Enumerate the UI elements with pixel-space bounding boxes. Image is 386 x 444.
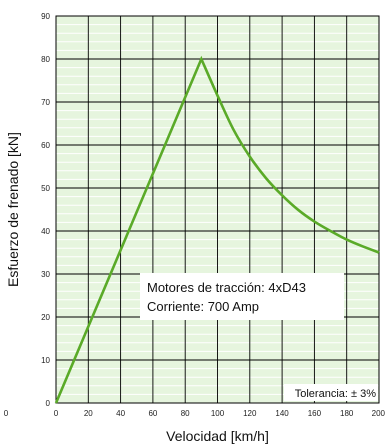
- braking-force-line: [54, 55, 380, 404]
- x-tick-label: 180: [340, 409, 354, 418]
- x-tick-labels: 0 20 40 60 80 100 120 140 160 180 200: [54, 409, 386, 418]
- tolerance-label: Tolerancia: ± 3%: [295, 388, 376, 400]
- x-tick-label: 80: [181, 409, 190, 418]
- plot-frame: [55, 15, 380, 404]
- x-tick-label: 20: [84, 409, 93, 418]
- y-tick-label: 30: [41, 270, 50, 279]
- motor-info-box: [140, 273, 344, 320]
- tolerance-box: [284, 384, 378, 401]
- y-tick-label: 70: [41, 98, 50, 107]
- x-tick-label: 200: [372, 409, 386, 418]
- y-tick-label: 20: [41, 313, 50, 322]
- x-tick-label: 60: [148, 409, 157, 418]
- x-tick-label: 0: [54, 409, 59, 418]
- y-tick-label: 60: [41, 141, 50, 150]
- y-tick-labels: 0 10 20 30 40 50 60 70 80 90: [41, 12, 50, 408]
- motor-info-line-2: Corriente: 700 Amp: [147, 299, 259, 314]
- y-tick-label: 90: [41, 12, 50, 21]
- x-tick-label: 100: [211, 409, 225, 418]
- y-tick-label: 50: [41, 184, 50, 193]
- left-corner-label: 0: [4, 409, 9, 418]
- y-tick-label: 40: [41, 227, 50, 236]
- y-tick-label: 0: [46, 399, 51, 408]
- y-axis-title: Esfuerzo de frenado [kN]: [5, 132, 21, 287]
- x-tick-label: 160: [308, 409, 322, 418]
- y-tick-label: 10: [41, 356, 50, 365]
- x-tick-label: 120: [243, 409, 257, 418]
- x-tick-label: 40: [116, 409, 125, 418]
- x-tick-label: 140: [275, 409, 289, 418]
- motor-info-line-1: Motores de tracción: 4xD43: [147, 280, 306, 295]
- x-axis-title: Velocidad [km/h]: [166, 428, 269, 444]
- y-tick-label: 80: [41, 55, 50, 64]
